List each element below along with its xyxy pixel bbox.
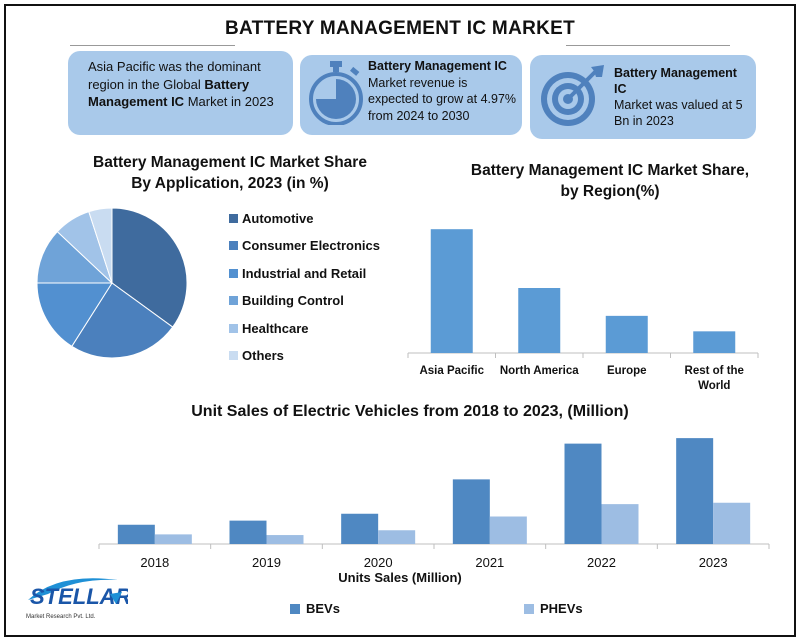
card2-bold: Battery Management IC [368, 59, 507, 73]
region-title-line2: by Region(%) [560, 183, 660, 200]
infographic-frame [4, 4, 796, 637]
card2-text: Battery Management IC Market revenue is … [368, 58, 518, 124]
pie-legend-item: Industrial and Retail [229, 266, 366, 281]
region-category-label-line: Rest of the [684, 365, 744, 377]
pie-legend-swatch [229, 323, 238, 333]
region-category-label: Asia Pacific [407, 364, 497, 379]
title-rule-right [566, 45, 730, 46]
page-title: BATTERY MANAGEMENT IC MARKET [224, 18, 576, 39]
ev-sales-bar-chart [98, 438, 770, 549]
card1-text-end: Market in 2023 [184, 94, 274, 109]
pie-legend-swatch [229, 351, 238, 360]
region-bar-europe [605, 315, 648, 353]
region-title-line1: Battery Management IC Market Share, [470, 162, 750, 179]
target-icon [541, 65, 604, 126]
pie-slice-others [88, 207, 113, 284]
pie-title-line1: Battery Management IC Market Share [93, 154, 367, 171]
ev-year-label: 2018 [140, 555, 170, 570]
ev-bar-bevs-2022 [564, 443, 602, 544]
region-bar-chart [407, 229, 759, 358]
title-rule-left [70, 45, 235, 46]
region-bar-asia-pacific [430, 229, 473, 353]
pie-legend-label: Building Control [242, 293, 344, 309]
pie-slice-industrial-and-retail [36, 282, 113, 348]
pie-chart-title: Battery Management IC Market Share By Ap… [40, 152, 420, 194]
region-category-label-line: North America [499, 365, 579, 377]
legend-label-phevs: PHEVs [540, 601, 583, 616]
pie-legend-item: Consumer Electronics [229, 238, 380, 253]
pie-legend-label: Industrial and Retail [242, 265, 367, 281]
ev-bar-bevs-2019 [229, 520, 267, 544]
card2-body: Market revenue is expected to grow at 4.… [368, 75, 517, 123]
ev-bar-bevs-2023 [676, 438, 714, 544]
ev-year-label: 2023 [698, 555, 728, 570]
region-category-label: Europe [582, 364, 672, 379]
pie-legend-item: Healthcare [229, 321, 308, 336]
ev-year-label: 2019 [252, 555, 281, 570]
legend-item-phevs: PHEVs [524, 601, 583, 616]
ev-bar-bevs-2018 [117, 524, 155, 544]
svg-text:Market Research Pvt. Ltd.: Market Research Pvt. Ltd. [26, 614, 96, 620]
pie-legend-swatch [229, 241, 238, 251]
region-chart-title: Battery Management IC Market Share, by R… [440, 160, 780, 202]
region-category-label-line: World [698, 380, 731, 392]
pie-legend-swatch [229, 214, 238, 223]
region-category-label: North America [494, 364, 584, 379]
legend-label-bevs: BEVs [306, 601, 340, 616]
ev-bar-bevs-2021 [452, 479, 490, 544]
pie-legend-swatch [229, 268, 238, 278]
card1-bold: Battery Management IC [88, 76, 250, 110]
region-category-label-line: Asia Pacific [419, 365, 485, 377]
card3-body: Market was valued at 5 Bn in 2023 [614, 98, 743, 128]
pie-legend-label: Others [242, 348, 284, 363]
ev-year-label: 2020 [363, 555, 393, 570]
pie-legend-item: Automotive [229, 211, 314, 226]
pie-legend-item: Others [229, 348, 284, 363]
ev-bar-phevs-2023 [713, 502, 751, 544]
card3-bold: Battery Management IC [614, 66, 737, 96]
region-category-label-line: Europe [606, 365, 647, 377]
pie-legend-label: Automotive [242, 211, 314, 226]
ev-year-label: 2021 [475, 555, 505, 570]
ev-x-axis-title: Units Sales (Million) [338, 570, 462, 585]
card1-text: Asia Pacific was the dominant region in … [88, 59, 261, 92]
ev-bar-phevs-2020 [378, 530, 416, 544]
info-card-dominant-region: Asia Pacific was the dominant region in … [68, 51, 293, 135]
info-card-growth: Battery Management IC Market revenue is … [300, 55, 522, 135]
pie-legend-item: Building Control [229, 293, 344, 308]
region-category-label: Rest of the World [669, 364, 759, 394]
ev-chart-title: Unit Sales of Electric Vehicles from 201… [191, 403, 629, 420]
card3-text: Battery Management IC Market was valued … [614, 65, 752, 129]
pie-legend-label: Consumer Electronics [242, 238, 380, 254]
legend-swatch-phevs [524, 603, 534, 614]
stellar-logo: STELLAR Market Research Pvt. Ltd. [26, 578, 128, 620]
application-pie-chart [36, 207, 188, 359]
pie-title-line2: By Application, 2023 (in %) [131, 175, 329, 192]
ev-bar-phevs-2019 [266, 535, 304, 544]
pie-legend-label: Healthcare [242, 320, 309, 336]
region-bar-rest-of-the-world [693, 331, 736, 353]
legend-item-bevs: BEVs [290, 601, 340, 616]
ev-bar-phevs-2022 [601, 504, 639, 544]
region-bar-north-america [518, 288, 561, 353]
info-card-valuation: Battery Management IC Market was valued … [530, 55, 756, 139]
ev-bar-bevs-2020 [341, 513, 379, 544]
ev-bar-phevs-2021 [489, 516, 527, 544]
pie-legend-swatch [229, 296, 238, 306]
pie-slice-consumer-electronics [71, 282, 174, 359]
ev-year-label: 2022 [587, 555, 616, 570]
legend-swatch-bevs [290, 603, 300, 614]
ev-bar-phevs-2018 [154, 534, 192, 544]
stopwatch-icon [309, 61, 363, 125]
pie-slice-automotive [111, 207, 188, 328]
